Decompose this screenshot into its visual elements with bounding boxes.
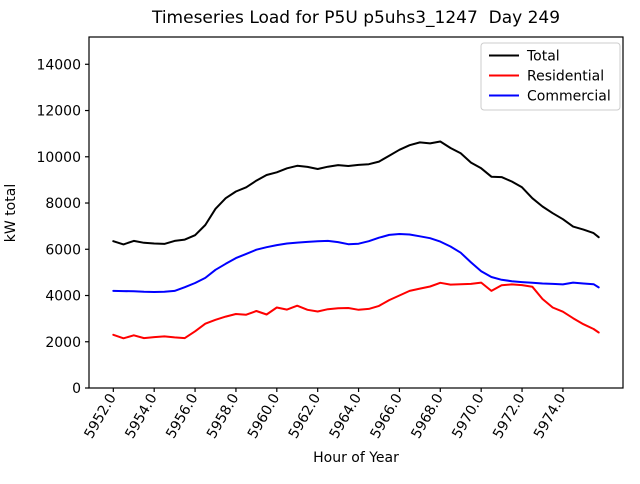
series-line-residential — [112, 281, 600, 340]
x-tick-label: 5970.0 — [449, 391, 487, 441]
legend-label-total: Total — [526, 49, 560, 65]
x-tick-label: 5956.0 — [163, 391, 201, 441]
x-tick-label: 5974.0 — [531, 391, 569, 441]
y-tick-label: 10000 — [36, 150, 81, 166]
chart-title: Timeseries Load for P5U p5uhs3_1247 Day … — [151, 8, 560, 28]
y-tick-label: 6000 — [45, 242, 81, 258]
x-tick-label: 5960.0 — [245, 391, 283, 441]
legend-box — [480, 42, 621, 111]
x-tick-label: 5966.0 — [368, 391, 406, 441]
legend-label-residential: Residential — [527, 69, 604, 85]
legend-label-commercial: Commercial — [527, 89, 611, 105]
x-axis-label: Hour of Year — [313, 450, 399, 466]
x-tick-label: 5964.0 — [327, 391, 365, 441]
x-tick-label: 5972.0 — [490, 391, 528, 441]
x-tick-label: 5968.0 — [408, 391, 446, 441]
series-line-total — [112, 140, 600, 246]
x-tick-label: 5962.0 — [286, 391, 324, 441]
y-tick-label: 2000 — [45, 335, 81, 351]
data-series — [112, 140, 600, 340]
x-tick-label: 5958.0 — [204, 391, 242, 441]
y-tick-label: 4000 — [45, 289, 81, 305]
y-tick-label: 0 — [72, 381, 81, 397]
legend: Total Residential Commercial — [480, 42, 621, 111]
y-axis-label: kW total — [3, 184, 19, 242]
plot-border — [88, 36, 624, 389]
x-tick-label: 5952.0 — [81, 391, 119, 441]
y-tick-label: 12000 — [36, 104, 81, 120]
y-tick-label: 8000 — [45, 196, 81, 212]
y-tick-label: 14000 — [36, 57, 81, 73]
x-tick-label: 5954.0 — [122, 391, 160, 441]
series-line-commercial — [112, 233, 600, 293]
